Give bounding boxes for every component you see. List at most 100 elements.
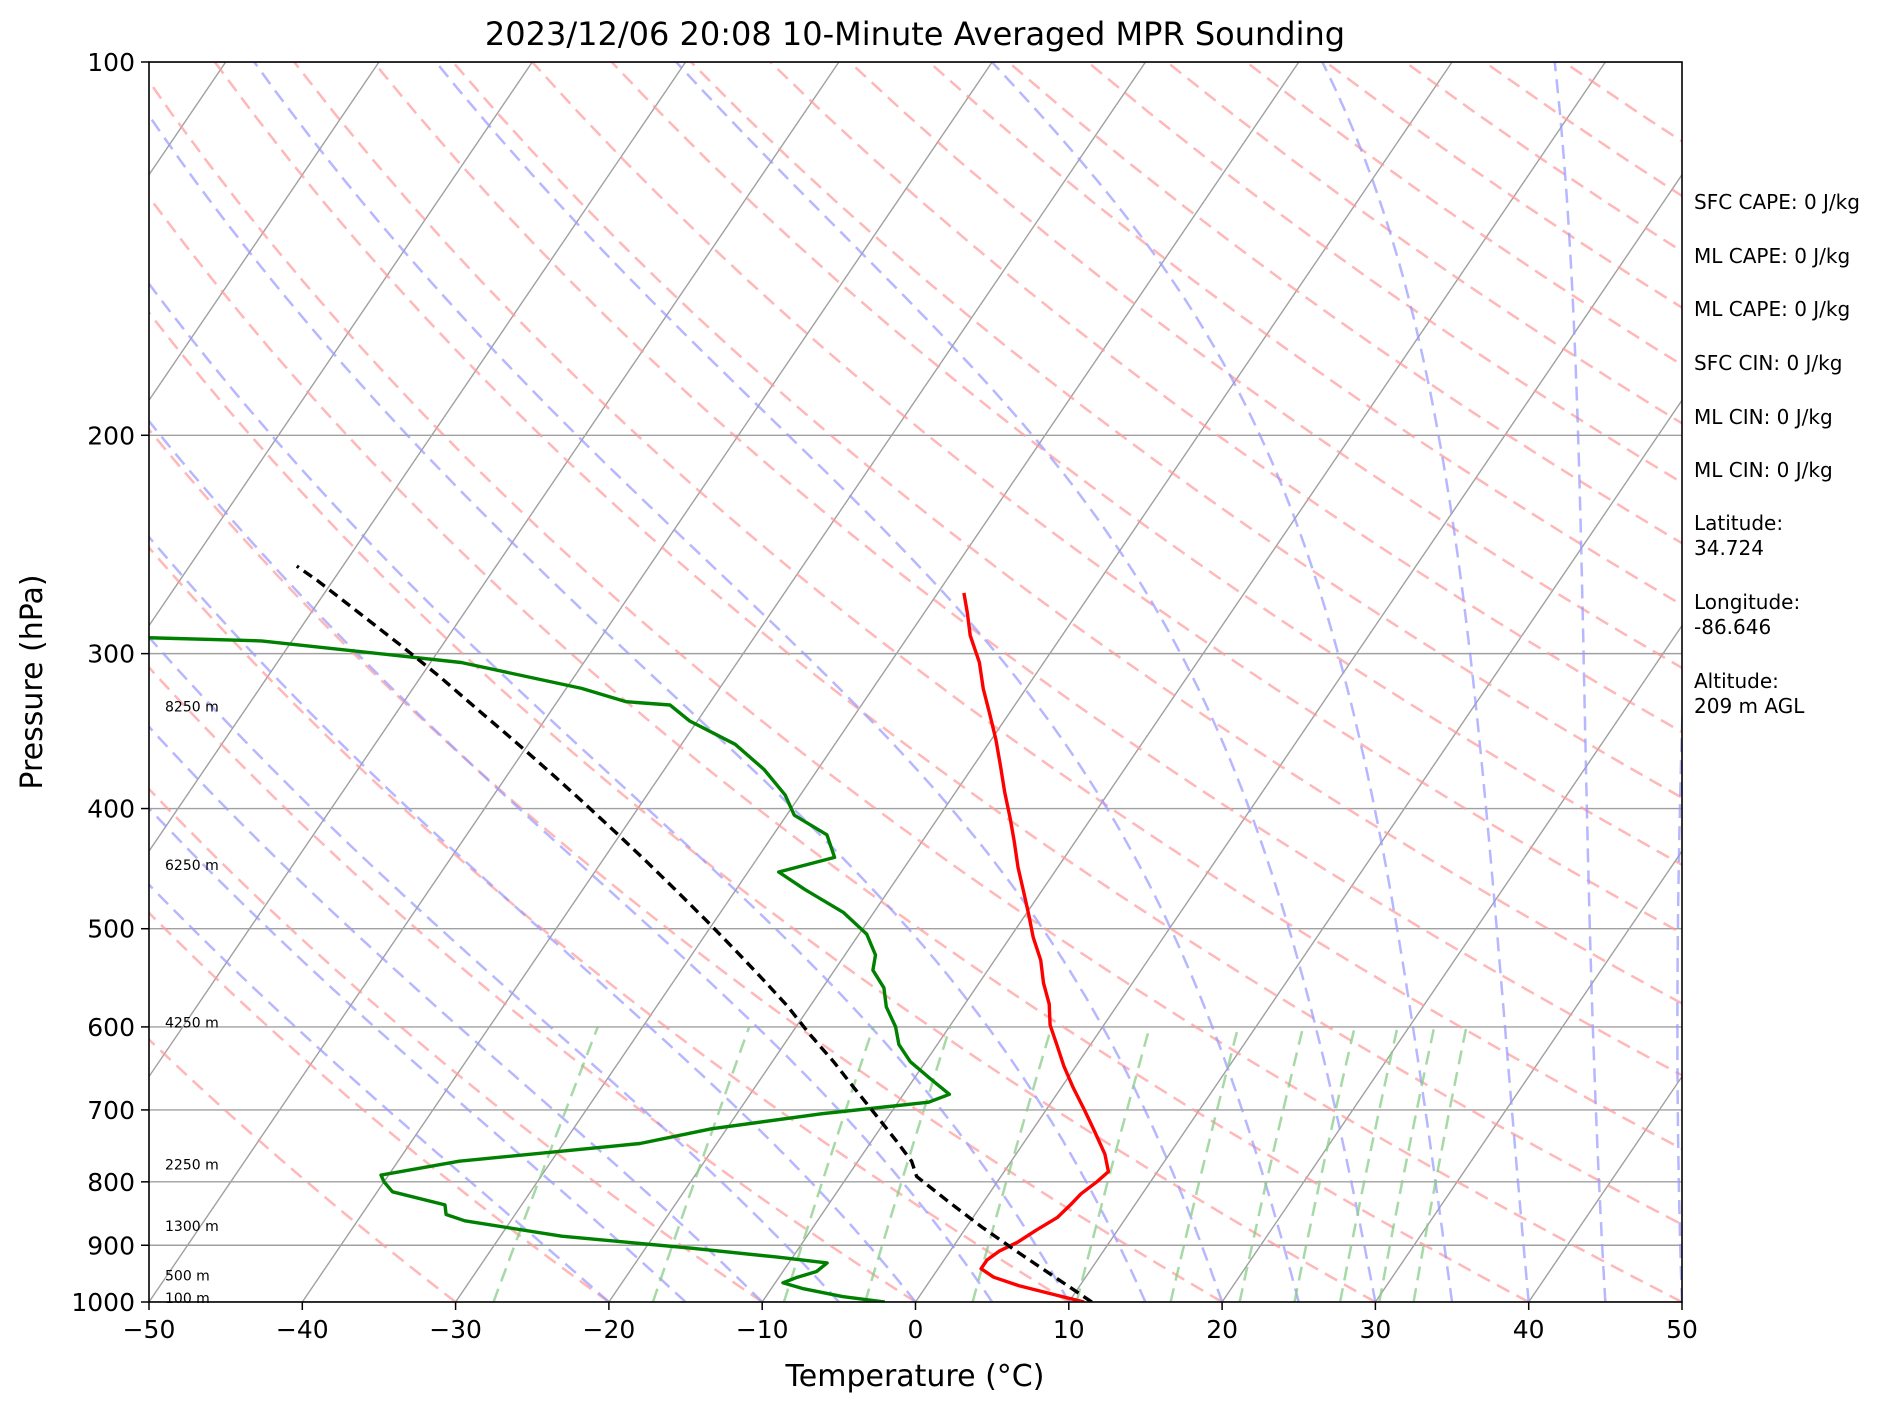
isotherm — [149, 62, 687, 853]
isotherm — [761, 62, 1606, 1302]
y-tick-label: 400 — [87, 795, 135, 824]
x-tick-label: 30 — [1359, 1315, 1391, 1344]
isotherm — [608, 62, 1453, 1302]
info-entry: ML CAPE: 0 J/kg — [1694, 297, 1851, 321]
y-tick-label: 600 — [87, 1013, 135, 1042]
mixing-ratio-line — [782, 1026, 875, 1302]
y-tick-label: 1000 — [71, 1288, 135, 1317]
dry-adiabat — [293, 62, 1682, 1151]
height-label: 4250 m — [165, 1015, 219, 1031]
height-label: 1300 m — [165, 1219, 219, 1235]
x-tick-label: −20 — [583, 1315, 636, 1344]
mixing-ratio-line — [1412, 1026, 1468, 1302]
y-tick-label: 300 — [87, 640, 135, 669]
height-label: 2250 m — [165, 1158, 219, 1174]
info-entry: ML CIN: 0 J/kg — [1694, 458, 1833, 482]
moist-adiabat — [149, 635, 840, 1302]
isotherm — [149, 62, 533, 627]
y-tick-label: 800 — [87, 1168, 135, 1197]
temperature-line — [962, 592, 1111, 1302]
dry-adiabat — [149, 1037, 457, 1302]
x-tick-label: 40 — [1513, 1315, 1545, 1344]
info-entry: Longitude: -86.646 — [1694, 590, 1801, 639]
y-tick-label: 500 — [87, 915, 135, 944]
x-axis-label: Temperature (°C) — [785, 1359, 1045, 1394]
axis-ticks: −50 −40 −30 −20 −10 0 10 20 30 40 50 100 200 300 400 50… — [71, 48, 1698, 1344]
dry-adiabat — [149, 911, 610, 1302]
moist-adiabat — [990, 62, 1454, 1302]
background-lines — [149, 62, 1682, 1302]
dry-adiabat — [149, 194, 1530, 1302]
dry-adiabat — [149, 545, 1070, 1302]
height-label: 6250 m — [165, 858, 219, 874]
mixing-ratio-line — [651, 1026, 751, 1302]
dry-adiabat — [149, 79, 1682, 1302]
info-entry: SFC CIN: 0 J/kg — [1694, 351, 1843, 375]
isotherm — [1068, 398, 1682, 1302]
dry-adiabat — [531, 62, 1682, 935]
chart-title: 2023/12/06 20:08 10-Minute Averaged MPR … — [485, 15, 1345, 53]
mixing-ratio-line — [1378, 1026, 1436, 1302]
info-entry: Latitude: 34.724 — [1694, 511, 1784, 560]
height-labels: 100 m 500 m 1300 m 2250 m 4250 m 6250 m 8250 m — [165, 700, 219, 1308]
info-entry: ML CIN: 0 J/kg — [1694, 405, 1833, 429]
x-tick-label: 20 — [1206, 1315, 1238, 1344]
dry-adiabat — [928, 62, 1682, 607]
y-tick-label: 100 — [87, 48, 135, 77]
x-tick-label: 10 — [1053, 1315, 1085, 1344]
mixing-ratio-line — [1169, 1026, 1240, 1302]
isotherm — [1528, 1075, 1682, 1302]
moist-adiabat — [149, 882, 610, 1302]
x-tick-label: 0 — [908, 1315, 924, 1344]
mixing-ratio-line — [863, 1026, 952, 1302]
mixing-ratio-line — [1238, 1026, 1305, 1302]
dry-adiabat — [149, 427, 1223, 1302]
moist-adiabat — [434, 62, 1300, 1302]
info-entry: ML CAPE: 0 J/kg — [1694, 244, 1851, 268]
moist-adiabat — [675, 62, 1377, 1302]
y-tick-label: 900 — [87, 1231, 135, 1260]
isotherm — [1374, 849, 1682, 1302]
isotherm — [455, 62, 1300, 1302]
isotherm — [301, 62, 1147, 1302]
isotherm — [149, 62, 380, 402]
y-tick-label: 700 — [87, 1096, 135, 1125]
plot-frame — [148, 61, 1683, 1303]
y-axis-label: Pressure (hPa) — [15, 574, 50, 789]
moist-adiabat — [253, 62, 1224, 1302]
info-entry: SFC CAPE: 0 J/kg — [1694, 190, 1860, 214]
y-tick-label: 200 — [87, 421, 135, 450]
moist-adiabat — [1553, 62, 1607, 1302]
x-tick-label: −40 — [276, 1315, 329, 1344]
x-tick-label: −10 — [736, 1315, 789, 1344]
dry-adiabat — [213, 62, 1682, 1226]
mixing-ratio-line — [1338, 1026, 1399, 1302]
height-label: 100 m — [165, 1291, 210, 1307]
mixing-ratio-line — [1293, 1026, 1356, 1302]
profile-lines — [149, 564, 1111, 1302]
height-label: 8250 m — [165, 700, 219, 716]
moist-adiabat — [149, 281, 1070, 1302]
moist-adiabat — [149, 535, 917, 1302]
height-label: 500 m — [165, 1269, 210, 1285]
moist-adiabat — [149, 806, 687, 1302]
info-entry: Altitude: 209 m AGL — [1694, 669, 1805, 718]
moist-adiabat — [1321, 62, 1530, 1302]
x-tick-label: −50 — [123, 1315, 176, 1344]
isotherm — [149, 62, 993, 1302]
dry-adiabat — [149, 310, 1377, 1302]
dry-adiabat — [149, 665, 917, 1302]
x-tick-label: 50 — [1666, 1315, 1698, 1344]
parcel-line — [295, 564, 1093, 1302]
isotherm — [149, 62, 840, 1078]
x-tick-label: −30 — [429, 1315, 482, 1344]
mixing-ratio-line — [492, 1026, 599, 1302]
moist-adiabat — [149, 113, 1147, 1302]
moist-adiabat — [149, 419, 994, 1302]
dry-adiabat — [451, 62, 1682, 1005]
mixing-ratio-line — [1075, 1026, 1151, 1302]
isotherm — [914, 173, 1682, 1302]
dry-adiabat — [372, 62, 1682, 1077]
dewpoint-line — [149, 636, 952, 1302]
